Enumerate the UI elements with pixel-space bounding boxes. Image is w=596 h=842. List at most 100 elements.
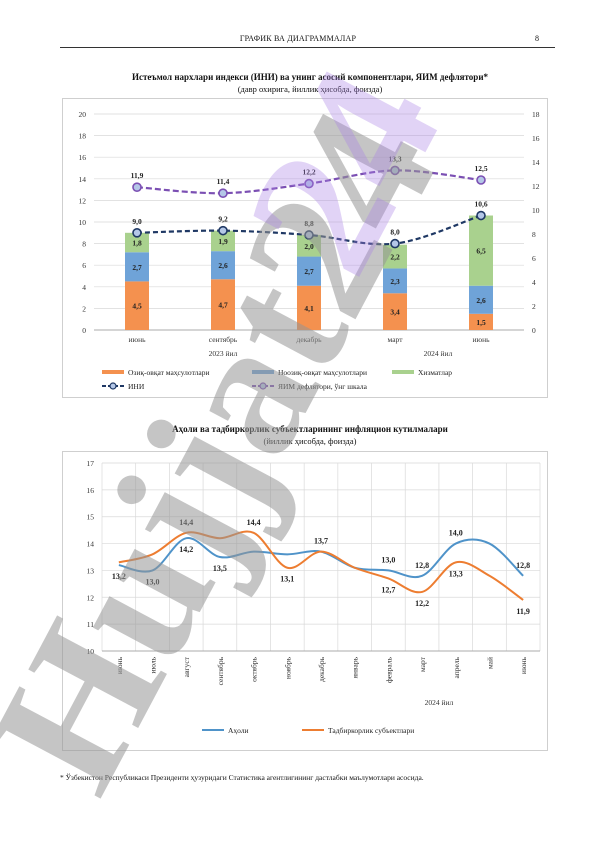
y-tick-label: 13 (87, 566, 95, 575)
data-label: 14,0 (449, 529, 463, 538)
chart2-legend: Аҳоли Тадбиркорлик субъектлари (202, 726, 414, 735)
bar-data-label: 4,5 (132, 302, 142, 311)
y-tick-label: 14 (87, 540, 95, 549)
line-point (390, 238, 400, 249)
legend-swatch (252, 370, 274, 374)
chart2-frame (62, 451, 548, 751)
y2-tick-label: 6 (532, 254, 536, 263)
bar-segment (297, 234, 321, 257)
legend-label: Тадбиркорлик субъектлари (328, 726, 414, 735)
line-data-label: 8,8 (304, 219, 314, 228)
data-label: 13,2 (112, 572, 126, 581)
y-tick-label: 10 (87, 647, 95, 656)
chart2: 10 11 12 13 14 15 16 17 июнь июль август сентябрь ок… (62, 451, 548, 751)
chart1-title: Истеъмол нархлари индекси (ИНИ) ва унинг… (131, 72, 489, 82)
legend-label: ЯИМ дефлятори, ўнг шкала (278, 382, 368, 391)
bar-data-label: 2,6 (476, 296, 486, 305)
y-tick-label: 8 (82, 240, 86, 249)
footnote: * Ўзбекистон Республикаси Президенти ҳуз… (60, 773, 424, 782)
legend-label: ИНИ (128, 382, 145, 391)
data-label: 12,8 (415, 561, 429, 570)
x-group-label: 2024 йил (424, 349, 453, 358)
line-data-label: 10,6 (474, 200, 487, 209)
bar-segment (125, 281, 149, 330)
y-tick-label: 18 (79, 132, 87, 141)
bar-segment (383, 244, 407, 269)
chart1: 0 2 4 6 8 10 12 14 16 18 20 0 2 4 6 8 10 12 14 16 18 4,5 2,7 1,… (62, 98, 548, 398)
bar-segment (383, 293, 407, 330)
x-tick-label: декабрь (317, 656, 326, 682)
x-tick-label: ноябрь (283, 656, 292, 679)
legend-label: Ноозиқ-овқат маҳсулотлари (278, 368, 367, 377)
y2-tick-label: 4 (532, 278, 536, 287)
y-tick-label: 16 (79, 153, 87, 162)
line-point (476, 175, 486, 185)
y-tick-label: 4 (82, 283, 86, 292)
x-tick-label: апрель (452, 656, 461, 678)
y-tick-label: 12 (79, 196, 87, 205)
data-label: 13,7 (314, 537, 328, 546)
bar-data-label: 2,7 (304, 267, 314, 276)
bar-segment (469, 313, 493, 330)
bar-data-label: 1,5 (476, 318, 486, 327)
line-data-label: 11,9 (131, 171, 144, 180)
x-tick-label: июнь (115, 656, 124, 674)
line-point (304, 230, 314, 240)
chart1-legend: Озиқ-овқат маҳсулотлари Ноозиқ-овқат маҳс… (102, 368, 452, 391)
x-tick-label: март (418, 656, 427, 672)
header-rule (60, 47, 555, 48)
y2-tick-label: 10 (532, 206, 540, 215)
bar-segment (297, 285, 321, 330)
y-tick-label: 12 (87, 593, 95, 602)
line-data-label: 9,2 (218, 215, 228, 224)
y2-tick-label: 0 (532, 326, 536, 335)
bar-segment (211, 251, 235, 280)
line-data-label: 9,0 (132, 217, 142, 226)
y-tick-label: 16 (87, 486, 95, 495)
line-point (476, 210, 486, 221)
x-tick-label: октябрь (250, 656, 259, 681)
legend-swatch (102, 370, 124, 374)
bar-data-label: 2,2 (390, 253, 400, 262)
legend-label: Аҳоли (228, 726, 249, 735)
data-label: 13,0 (381, 555, 395, 564)
data-label: 13,0 (146, 577, 160, 586)
y-tick-label: 2 (82, 304, 86, 313)
legend-label: Озиқ-овқат маҳсулотлари (128, 368, 210, 377)
x-tick-label: март (388, 335, 404, 344)
line-point (304, 178, 314, 189)
line-point (218, 188, 228, 198)
running-header: ГРАФИК ВА ДИАГРАММАЛАР (239, 34, 357, 43)
line-point (390, 165, 400, 176)
bar-segment (125, 252, 149, 282)
bar-segment (469, 285, 493, 314)
x-tick-label: июнь (128, 335, 146, 344)
data-label: 14,2 (179, 545, 193, 554)
line-data-label: 12,2 (302, 168, 315, 177)
data-label: 13,1 (280, 575, 294, 584)
x-tick-label: июль (149, 656, 158, 673)
chart2-title: Аҳоли ва тадбиркорлик субъектларининг ин… (172, 424, 448, 434)
bar-data-label: 2,7 (132, 263, 142, 272)
bar-data-label: 2,0 (304, 242, 314, 251)
bar-data-label: 1,9 (218, 237, 228, 246)
bar-data-label: 6,5 (476, 247, 486, 256)
chart2-subtitle: (йиллик ҳисобда, фоизда) (263, 436, 357, 446)
x-tick-label: июнь (472, 335, 490, 344)
data-label: 12,2 (415, 599, 429, 608)
x-group-label: 2024 йил (425, 698, 454, 707)
legend-swatch (392, 370, 414, 374)
y-tick-label: 10 (79, 218, 87, 227)
y-tick-label: 17 (87, 459, 95, 468)
data-label: 12,7 (381, 585, 395, 594)
bar-data-label: 4,1 (304, 304, 314, 313)
bar-data-label: 4,7 (218, 301, 228, 310)
y-tick-label: 14 (79, 175, 87, 184)
y2-tick-label: 2 (532, 302, 536, 311)
page-number: 8 (535, 34, 540, 43)
data-label: 12,8 (516, 561, 530, 570)
bar-segment (211, 230, 235, 252)
y-tick-label: 20 (79, 110, 87, 119)
x-tick-label: февраль (384, 656, 393, 683)
line-data-label: 12,5 (474, 164, 487, 173)
